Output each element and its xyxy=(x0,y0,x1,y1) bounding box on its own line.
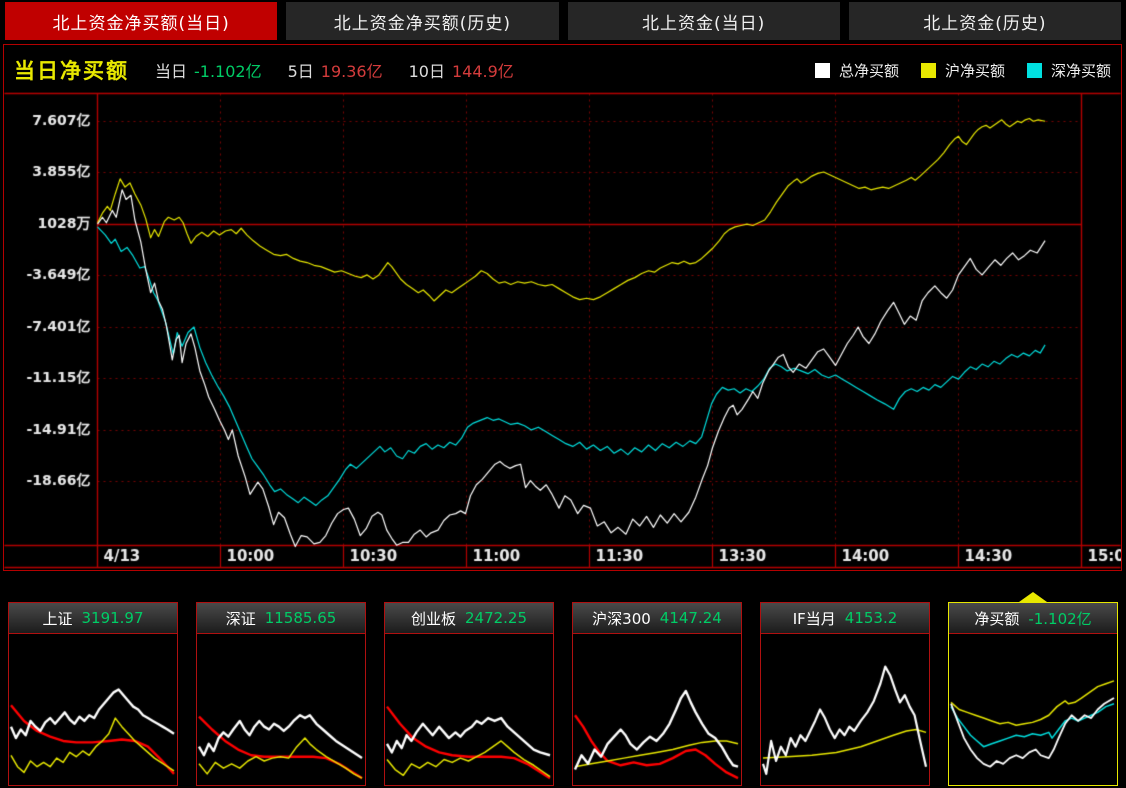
mini-chart-canvas xyxy=(573,634,741,785)
mini-panel-shanghai[interactable]: 上证 3191.97 xyxy=(8,602,178,786)
mini-panel-header: 创业板 2472.25 xyxy=(385,603,553,634)
mini-panel-header: 上证 3191.97 xyxy=(9,603,177,634)
day10-value: 144.9亿 xyxy=(451,62,514,81)
day5-label: 5日 xyxy=(287,62,314,81)
mini-panel-name: 净买额 xyxy=(974,609,1020,628)
day10-label: 10日 xyxy=(408,62,445,81)
legend-item-sh: 沪净买额 xyxy=(920,60,1005,81)
mini-panel-net-buy[interactable]: 净买额 -1.102亿 xyxy=(948,592,1118,786)
mini-panel-header: 深证 11585.65 xyxy=(197,603,365,634)
mini-chart-canvas xyxy=(385,634,553,785)
today-label: 当日 xyxy=(155,62,188,81)
info-row: 当日净买额 当日 -1.102亿 5日 19.36亿 10日 144.9亿 总净… xyxy=(4,50,1119,90)
mini-panel-header: 沪深300 4147.24 xyxy=(573,603,741,634)
mini-panel-hs300[interactable]: 沪深300 4147.24 xyxy=(572,602,742,786)
mini-panel-value: 2472.25 xyxy=(464,609,528,627)
mini-panel-value: 4153.2 xyxy=(844,609,898,627)
total-swatch-icon xyxy=(814,62,830,78)
mini-panel-value: 4147.24 xyxy=(659,609,722,627)
mini-panel-name: 上证 xyxy=(42,609,73,628)
mini-chart-canvas xyxy=(949,634,1117,785)
day5-value: 19.36亿 xyxy=(320,62,383,81)
legend-label-sh: 沪净买额 xyxy=(944,61,1005,80)
chart-legend: 总净买额 沪净买额 深净买额 xyxy=(805,60,1111,81)
mini-panel-header: 净买额 -1.102亿 xyxy=(949,603,1117,634)
mini-panel-shenzhen[interactable]: 深证 11585.65 xyxy=(196,602,366,786)
mini-panel-value: -1.102亿 xyxy=(1028,609,1092,628)
mini-panel-name: 沪深300 xyxy=(592,609,651,628)
mini-chart-canvas xyxy=(761,634,929,785)
tab-northbound-today[interactable]: 北上资金(当日) xyxy=(567,2,840,40)
tab-northbound-net-buy-history[interactable]: 北上资金净买额(历史) xyxy=(286,2,559,40)
sz-swatch-icon xyxy=(1026,62,1042,78)
mini-panel-row: 上证 3191.97 深证 11585.65 创业板 2472.25 沪深300… xyxy=(8,592,1118,786)
mini-panel-name: 深证 xyxy=(225,609,256,628)
mini-chart-canvas xyxy=(9,634,177,785)
sh-swatch-icon xyxy=(920,62,936,78)
today-value: -1.102亿 xyxy=(194,62,262,81)
mini-panel-name: IF当月 xyxy=(792,609,836,628)
tab-bar: 北上资金净买额(当日) 北上资金净买额(历史) 北上资金(当日) 北上资金(历史… xyxy=(5,2,1121,40)
page-title: 当日净买额 xyxy=(14,59,129,83)
mini-chart-canvas xyxy=(197,634,365,785)
legend-label-sz: 深净买额 xyxy=(1050,61,1111,80)
mini-panel-name: 创业板 xyxy=(410,609,456,628)
legend-label-total: 总净买额 xyxy=(838,61,899,80)
selected-panel-arrow-icon xyxy=(1019,592,1047,602)
tab-northbound-history[interactable]: 北上资金(历史) xyxy=(848,2,1121,40)
mini-panel-if-futures[interactable]: IF当月 4153.2 xyxy=(760,602,930,786)
main-chart-canvas[interactable] xyxy=(4,92,1121,569)
mini-panel-value: 3191.97 xyxy=(81,609,144,627)
mini-panel-value: 11585.65 xyxy=(264,609,337,627)
mini-panel-header: IF当月 4153.2 xyxy=(761,603,929,634)
mini-panel-chinext[interactable]: 创业板 2472.25 xyxy=(384,602,554,786)
legend-item-total: 总净买额 xyxy=(814,60,899,81)
legend-item-sz: 深净买额 xyxy=(1026,60,1111,81)
tab-northbound-net-buy-today[interactable]: 北上资金净买额(当日) xyxy=(5,2,278,40)
